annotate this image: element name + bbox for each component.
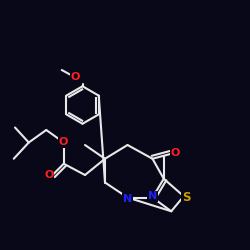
Text: S: S xyxy=(182,191,190,204)
Text: O: O xyxy=(170,148,180,158)
Text: N: N xyxy=(148,191,157,201)
Text: N: N xyxy=(123,194,132,204)
Text: O: O xyxy=(44,170,54,180)
Text: O: O xyxy=(58,137,68,147)
Text: O: O xyxy=(71,72,80,83)
